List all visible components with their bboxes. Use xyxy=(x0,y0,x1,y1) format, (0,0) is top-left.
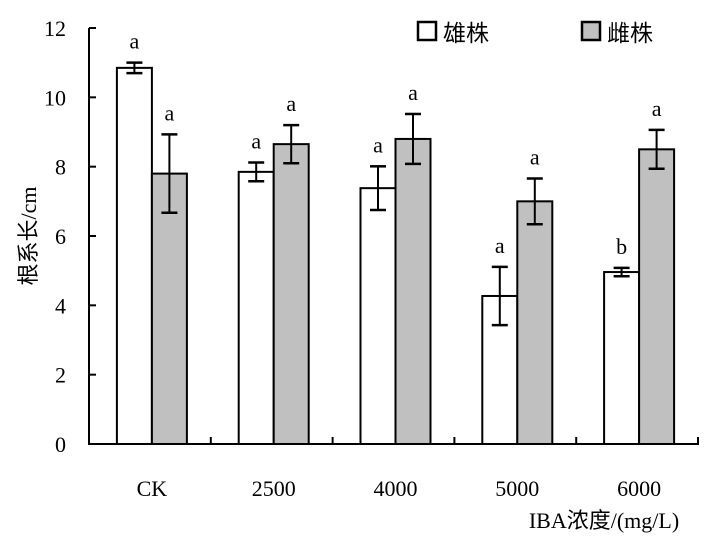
legend-swatch-female xyxy=(580,20,602,42)
legend-label-male: 雄株 xyxy=(443,21,489,46)
y-tick-label: 8 xyxy=(55,155,66,180)
x-tick-label: 4000 xyxy=(374,476,418,501)
significance-label: a xyxy=(286,91,296,116)
significance-label: a xyxy=(495,233,505,258)
significance-label: a xyxy=(408,80,418,105)
x-tick-label: CK xyxy=(137,476,168,501)
bar-female xyxy=(638,148,676,445)
x-axis-label: IBA浓度/(mg/L) xyxy=(529,508,679,533)
legend-label-female: 雌株 xyxy=(607,21,653,46)
significance-label: a xyxy=(251,129,261,154)
y-tick-label: 2 xyxy=(55,363,66,388)
significance-label: a xyxy=(165,100,175,125)
significance-label: a xyxy=(130,29,140,54)
legend-swatch-male xyxy=(416,20,438,42)
y-tick-label: 4 xyxy=(55,293,66,318)
bar-male xyxy=(359,187,397,445)
bar-female xyxy=(150,172,188,445)
bar-male xyxy=(603,271,641,446)
bar-male xyxy=(115,66,153,445)
x-tick-label: 2500 xyxy=(252,476,296,501)
bar-female xyxy=(394,137,432,446)
y-axis-label: 根系长/cm xyxy=(16,187,41,286)
significance-label: a xyxy=(652,96,662,121)
bar-male xyxy=(237,170,275,445)
legend: 雄株 雌株 xyxy=(416,20,653,46)
y-tick-label: 10 xyxy=(44,85,66,110)
x-tick-label: 5000 xyxy=(495,476,539,501)
significance-label: b xyxy=(616,234,627,259)
bar-female xyxy=(272,143,310,445)
x-tick-label: 6000 xyxy=(617,476,661,501)
significance-label: a xyxy=(373,132,383,157)
y-tick-label: 6 xyxy=(55,224,66,249)
y-tick-label: 12 xyxy=(44,16,66,41)
significance-label: a xyxy=(530,144,540,169)
y-tick-label: 0 xyxy=(55,432,66,457)
bar-female xyxy=(516,200,554,445)
